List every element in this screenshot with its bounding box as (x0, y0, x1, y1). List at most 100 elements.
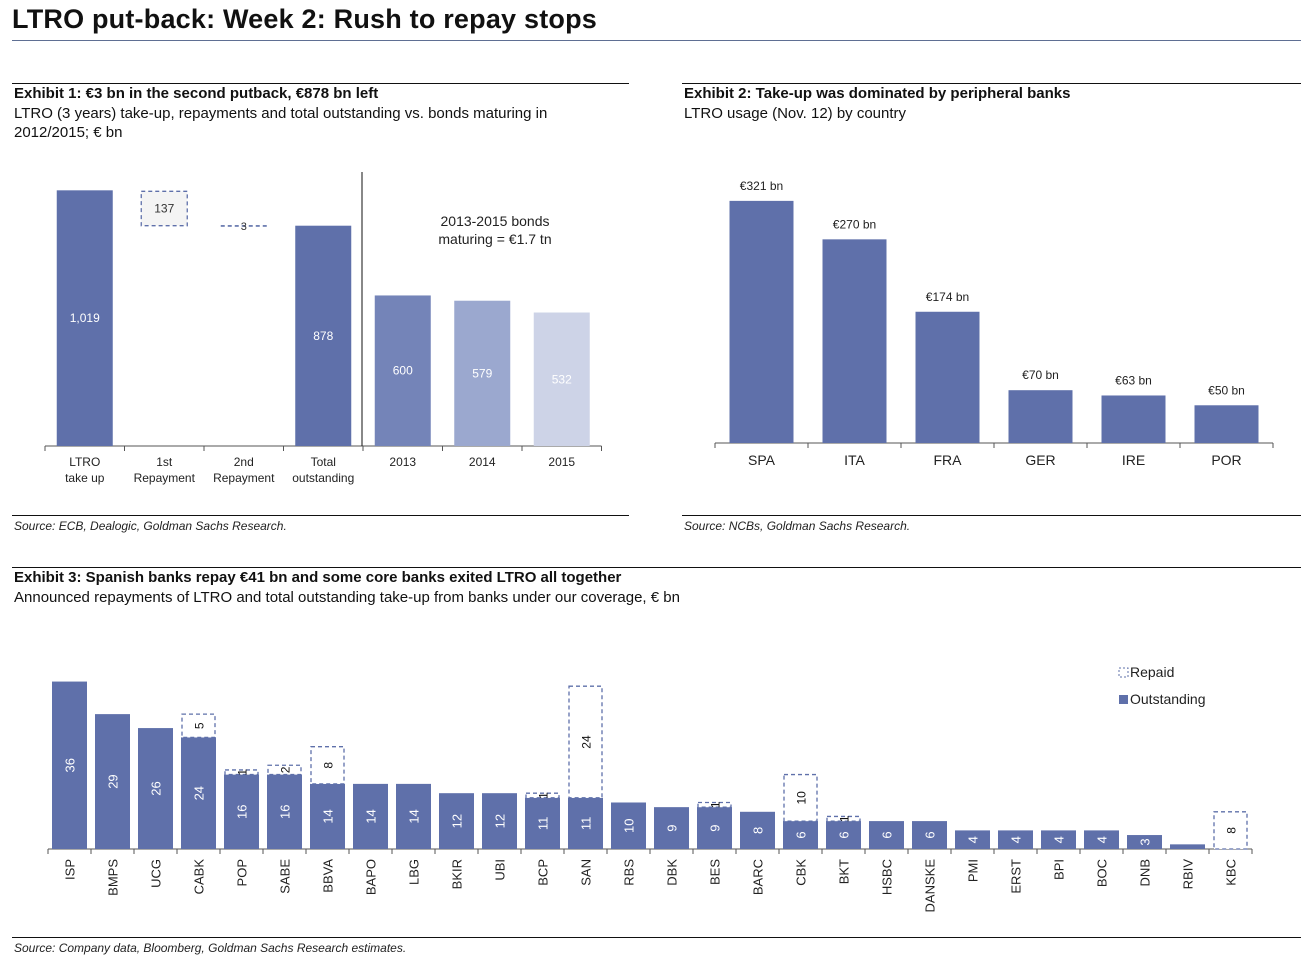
exhibit2-bar (822, 239, 887, 443)
exhibit3-top-rule (12, 567, 1301, 568)
exhibit3-category-label: CABK (192, 859, 207, 895)
exhibit3-category-label: BBVA (321, 859, 336, 893)
exhibit1-bar-value: 137 (154, 202, 174, 216)
exhibit1-category-label: 2015 (548, 455, 575, 469)
exhibit3-repaid-bar (181, 713, 216, 739)
exhibit3-outstanding-label: 16 (278, 805, 293, 819)
exhibit3-outstanding-bar (310, 783, 345, 849)
exhibit3-category-label: KBC (1224, 859, 1239, 886)
exhibit3-outstanding-label: 14 (321, 809, 336, 823)
exhibit3-outstanding-bar (740, 811, 775, 849)
exhibit1-title: Exhibit 1: €3 bn in the second putback, … (14, 85, 379, 102)
exhibit3-outstanding-bar (138, 728, 173, 849)
exhibit3-repaid-label: 8 (1225, 827, 1239, 834)
exhibit2-value-label: €70 bn (1022, 368, 1059, 382)
exhibit2-bottom-rule (682, 515, 1301, 516)
exhibit1-category-label: Repayment (134, 471, 196, 485)
exhibit1-top-rule (12, 83, 629, 84)
exhibit3-outstanding-label: 29 (106, 774, 121, 788)
exhibit3-outstanding-label: 4 (1009, 836, 1024, 843)
exhibit3-repaid-label: 2 (279, 766, 293, 773)
exhibit3-repaid-label: 1 (537, 792, 551, 799)
exhibit3-repaid-bar (310, 746, 345, 785)
exhibit3-legend-outstanding-swatch (1119, 695, 1128, 704)
exhibit2-value-label: €270 bn (833, 217, 876, 231)
exhibit3-repaid-label: 24 (580, 735, 594, 749)
exhibit3-category-label: UCG (149, 859, 164, 888)
title-divider (12, 40, 1301, 41)
exhibit3-repaid-label: 1 (709, 801, 723, 808)
exhibit2-value-label: €63 bn (1115, 373, 1152, 387)
exhibit3-category-label: BKIR (450, 859, 465, 889)
exhibit3-outstanding-label: 6 (923, 831, 938, 838)
exhibit3-outstanding-bar (1170, 844, 1205, 849)
exhibit3-outstanding-bar (181, 737, 216, 849)
exhibit3-category-label: UBI (493, 859, 508, 881)
exhibit3-bottom-rule (12, 937, 1301, 938)
exhibit3-category-label: RBIV (1181, 859, 1196, 890)
exhibit1-source: Source: ECB, Dealogic, Goldman Sachs Res… (14, 519, 287, 533)
exhibit3-category-label: HSBC (880, 859, 895, 895)
exhibit1-repayment-bar (140, 190, 188, 227)
exhibit3-outstanding-label: 14 (364, 809, 379, 823)
exhibit1-bar-value: 3 (241, 221, 247, 233)
exhibit2-top-rule (682, 83, 1301, 84)
exhibit3-outstanding-label: 16 (235, 805, 250, 819)
exhibit3-category-label: BMPS (106, 859, 121, 896)
exhibit3-category-label: POP (235, 859, 250, 886)
exhibit2-category-label: GER (1025, 452, 1055, 468)
exhibit3-repaid-label: 1 (838, 815, 852, 822)
exhibit3-repaid-bar (697, 801, 732, 808)
exhibit3-category-label: BES (708, 859, 723, 885)
exhibit3-repaid-label: 10 (795, 791, 809, 805)
exhibit3-category-label: DNB (1138, 859, 1153, 886)
exhibit1-category-label: 2013 (389, 455, 416, 469)
exhibit1-bottom-rule (12, 515, 629, 516)
exhibit3-outstanding-label: 10 (622, 819, 637, 833)
exhibit2-category-label: FRA (934, 452, 963, 468)
exhibit3-outstanding-label: 14 (407, 809, 422, 823)
exhibit1-category-label: 1st (156, 455, 173, 469)
exhibit3-category-label: BPI (1052, 859, 1067, 880)
exhibit3-outstanding-label: 26 (149, 781, 164, 795)
exhibit1-category-label: take up (65, 471, 105, 485)
exhibit1-category-label: Total (311, 455, 336, 469)
exhibit3-category-label: BARC (751, 859, 766, 895)
exhibit3-outstanding-label: 4 (966, 836, 981, 843)
exhibit3-category-label: BKT (837, 859, 852, 884)
exhibit2-source: Source: NCBs, Goldman Sachs Research. (684, 519, 911, 533)
exhibit3-outstanding-label: 3 (1138, 838, 1153, 845)
exhibit3-outstanding-bar (826, 821, 861, 849)
exhibit1-bar-value: 1,019 (70, 311, 100, 325)
exhibit3-outstanding-label: 9 (708, 824, 723, 831)
exhibit3-category-label: ERST (1009, 859, 1024, 894)
exhibit2-subtitle: LTRO usage (Nov. 12) by country (684, 105, 907, 122)
exhibit3-legend-repaid-swatch (1118, 667, 1129, 678)
exhibit3-outstanding-bar (267, 774, 302, 849)
exhibit3-category-label: SABE (278, 859, 293, 894)
exhibit3-repaid-bar (224, 769, 259, 776)
exhibit3-repaid-bar (267, 764, 302, 776)
exhibit3-outstanding-label: 11 (579, 817, 594, 831)
exhibit3-outstanding-label: 4 (1052, 836, 1067, 843)
exhibit2-title: Exhibit 2: Take-up was dominated by peri… (684, 85, 1071, 102)
exhibit3-category-label: CBK (794, 859, 809, 886)
exhibit3-repaid-bar (525, 792, 560, 799)
exhibit3-chart: 36ISP29BMPS26UCG245CABK161POP162SABE148B… (47, 664, 1253, 912)
exhibit2-bar (915, 311, 980, 443)
exhibit2-bar (1194, 405, 1259, 443)
exhibit3-outstanding-bar (224, 774, 259, 849)
exhibit3-outstanding-bar (783, 821, 818, 849)
exhibit3-category-label: BOC (1095, 859, 1110, 887)
exhibit3-repaid-bar (826, 815, 861, 822)
exhibit3-outstanding-bar (52, 681, 87, 849)
exhibit3-subtitle: Announced repayments of LTRO and total o… (14, 589, 680, 606)
exhibit3-outstanding-bar (1084, 830, 1119, 849)
exhibit1-bar-value: 600 (393, 364, 413, 378)
exhibit3-outstanding-bar (95, 714, 130, 849)
exhibit2-value-label: €50 bn (1208, 383, 1245, 397)
exhibit3-outstanding-label: 8 (751, 827, 766, 834)
exhibit3-outstanding-bar (482, 793, 517, 849)
exhibit3-outstanding-bar (1041, 830, 1076, 849)
exhibit3-outstanding-bar (869, 821, 904, 849)
